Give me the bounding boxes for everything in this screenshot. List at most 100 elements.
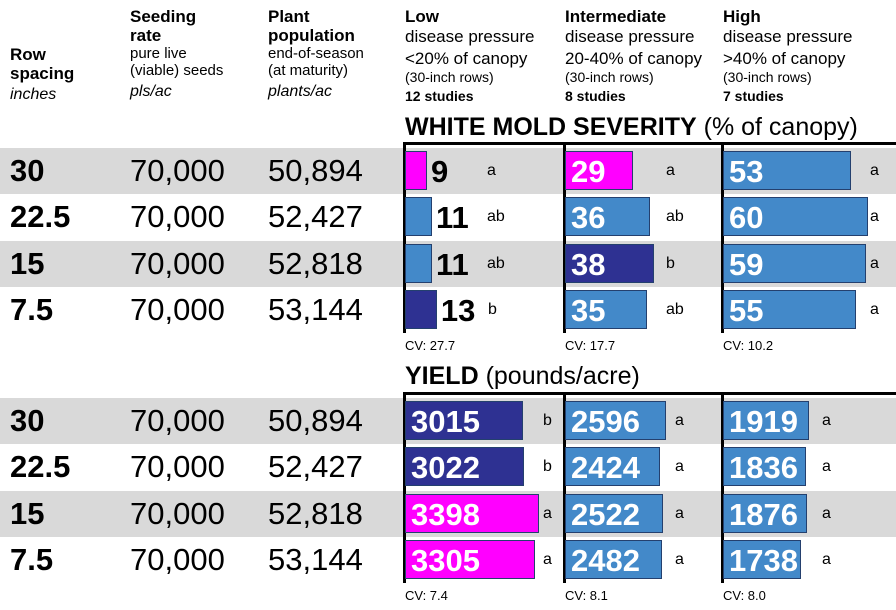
bar <box>723 401 810 440</box>
plant-population-value: 53,144 <box>268 541 363 577</box>
bar <box>405 289 437 329</box>
significance-letter: a <box>870 254 879 272</box>
bar <box>565 151 634 190</box>
bar-value-label: 2482 <box>571 542 640 578</box>
bar <box>405 197 432 237</box>
seeding-rate-value: 70,000 <box>130 199 225 235</box>
bar-value-label: 36 <box>571 200 606 236</box>
bar <box>723 539 802 579</box>
bar-value-label: 35 <box>571 292 606 328</box>
panel-axis-line <box>721 142 724 334</box>
yield-title: YIELD <box>405 362 479 390</box>
significance-letter: ab <box>666 208 684 226</box>
panel-header-intermediate: Intermediate disease pressure 20-40% of ca… <box>565 7 702 104</box>
significance-letter: ab <box>666 300 684 318</box>
plant-population-value: 52,818 <box>268 495 363 531</box>
cv-label: CV: 8.0 <box>723 588 766 603</box>
bar <box>565 447 660 487</box>
cv-label: CV: 27.7 <box>405 338 456 353</box>
seeding-rate-value: 70,000 <box>130 449 225 485</box>
panel-header-line3: <20% of canopy <box>405 49 528 68</box>
bar <box>565 493 664 533</box>
row-spacing-value: 30 <box>10 403 45 438</box>
yield-section-title: YIELD (pounds/acre) <box>405 362 640 391</box>
bar <box>565 539 662 579</box>
significance-letter: a <box>666 162 675 179</box>
row-spacing-value: 22.5 <box>10 449 71 485</box>
seeding-rate-value: 70,000 <box>130 245 225 281</box>
bar <box>723 197 869 237</box>
row-spacing-value: 30 <box>10 153 45 188</box>
bar <box>405 243 432 283</box>
significance-letter: a <box>822 458 831 476</box>
cv-label: CV: 8.1 <box>565 588 608 603</box>
bar-value-label: 1876 <box>729 496 798 532</box>
bar <box>723 151 852 190</box>
bar-value-label: 2522 <box>571 496 640 532</box>
panel-header-line3: >40% of canopy <box>723 49 846 68</box>
significance-letter: b <box>488 300 497 318</box>
plant-population-title-2: population <box>268 26 355 45</box>
bar-value-label: 59 <box>729 246 764 282</box>
significance-letter: a <box>870 300 879 318</box>
row-spacing-value: 22.5 <box>10 199 71 235</box>
bar <box>405 151 428 190</box>
yield-title-underline <box>405 392 896 395</box>
panel-header-line2: disease pressure <box>405 27 535 46</box>
seeding-rate-title-1: Seeding <box>130 7 197 26</box>
panel-header-line2: disease pressure <box>723 27 853 46</box>
plant-population-title-1: Plant <box>268 7 310 26</box>
bar <box>723 493 808 533</box>
seeding-rate-header: Seeding rate pure live (viable) seeds pl… <box>130 7 223 101</box>
panel-axis-line <box>403 142 406 334</box>
significance-letter: a <box>675 504 684 522</box>
bar-value-label: 11 <box>435 246 469 282</box>
significance-letter: a <box>543 504 552 522</box>
panel-header-studies: 7 studies <box>723 88 784 104</box>
significance-letter: a <box>822 412 831 429</box>
bar <box>723 243 866 283</box>
cv-label: CV: 10.2 <box>723 338 774 353</box>
plant-population-desc-2: (at maturity) <box>268 62 349 79</box>
significance-letter: b <box>666 254 675 272</box>
row-spacing-value: 15 <box>10 245 45 281</box>
bar-value-label: 60 <box>729 200 764 236</box>
panel-header-name: Intermediate <box>565 7 667 26</box>
panel-header-studies: 12 studies <box>405 88 474 104</box>
seeding-rate-title-2: rate <box>130 26 162 45</box>
bar <box>405 447 524 487</box>
significance-letter: b <box>543 458 552 476</box>
bar <box>565 289 648 329</box>
significance-letter: a <box>675 550 684 568</box>
significance-letter: ab <box>487 254 505 272</box>
seeding-rate-value: 70,000 <box>130 153 225 188</box>
seeding-rate-value: 70,000 <box>130 403 225 438</box>
white-mold-title-underline <box>405 142 896 145</box>
panel-header-line3: 20-40% of canopy <box>565 49 703 68</box>
panel-header-line4: (30-inch rows) <box>565 69 654 85</box>
plant-population-desc-1: end-of-season <box>268 45 364 62</box>
bar-value-label: 53 <box>729 154 764 189</box>
bar-value-label: 3022 <box>411 450 480 486</box>
panel-header-line2: disease pressure <box>565 27 695 46</box>
bar-value-label: 2596 <box>571 404 640 439</box>
row-spacing-value: 7.5 <box>10 291 54 327</box>
bar-value-label: 13 <box>440 292 476 328</box>
panel-header-high: High disease pressure >40% of canopy (30-in… <box>723 7 852 104</box>
bar-value-label: 3398 <box>411 496 480 532</box>
significance-letter: a <box>822 504 831 522</box>
plant-population-value: 53,144 <box>268 291 363 327</box>
bar <box>723 289 857 329</box>
plant-population-value: 50,894 <box>268 153 363 188</box>
bar <box>565 243 655 283</box>
yield-title-unit: (pounds/acre) <box>485 362 640 390</box>
bar-value-label: 3305 <box>411 542 480 578</box>
row-spacing-header: Row spacing inches <box>10 45 80 104</box>
seeding-rate-desc-2: (viable) seeds <box>130 62 224 79</box>
row-spacing-unit: inches <box>10 86 57 103</box>
cv-label: CV: 17.7 <box>565 338 616 353</box>
row-spacing-title: Row spacing <box>10 45 75 83</box>
seeding-rate-desc-1: pure live <box>130 45 187 62</box>
panel-header-line4: (30-inch rows) <box>405 69 494 85</box>
